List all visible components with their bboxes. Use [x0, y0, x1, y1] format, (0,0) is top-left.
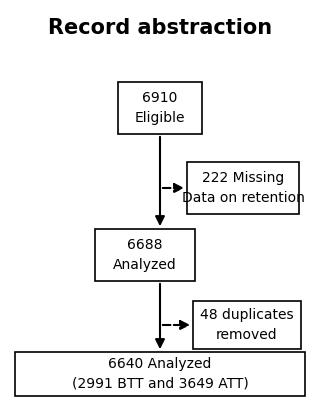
FancyBboxPatch shape: [118, 82, 202, 134]
FancyBboxPatch shape: [15, 352, 305, 396]
Text: 222 Missing
Data on retention: 222 Missing Data on retention: [182, 171, 304, 205]
Text: 6688
Analyzed: 6688 Analyzed: [113, 238, 177, 272]
Text: 48 duplicates
removed: 48 duplicates removed: [200, 308, 294, 342]
FancyBboxPatch shape: [187, 162, 299, 214]
FancyBboxPatch shape: [95, 229, 195, 281]
Text: 6640 Analyzed
(2991 BTT and 3649 ATT): 6640 Analyzed (2991 BTT and 3649 ATT): [72, 357, 248, 391]
Text: Record abstraction: Record abstraction: [48, 18, 273, 38]
Text: 6910
Eligible: 6910 Eligible: [135, 91, 185, 125]
FancyBboxPatch shape: [193, 301, 301, 349]
